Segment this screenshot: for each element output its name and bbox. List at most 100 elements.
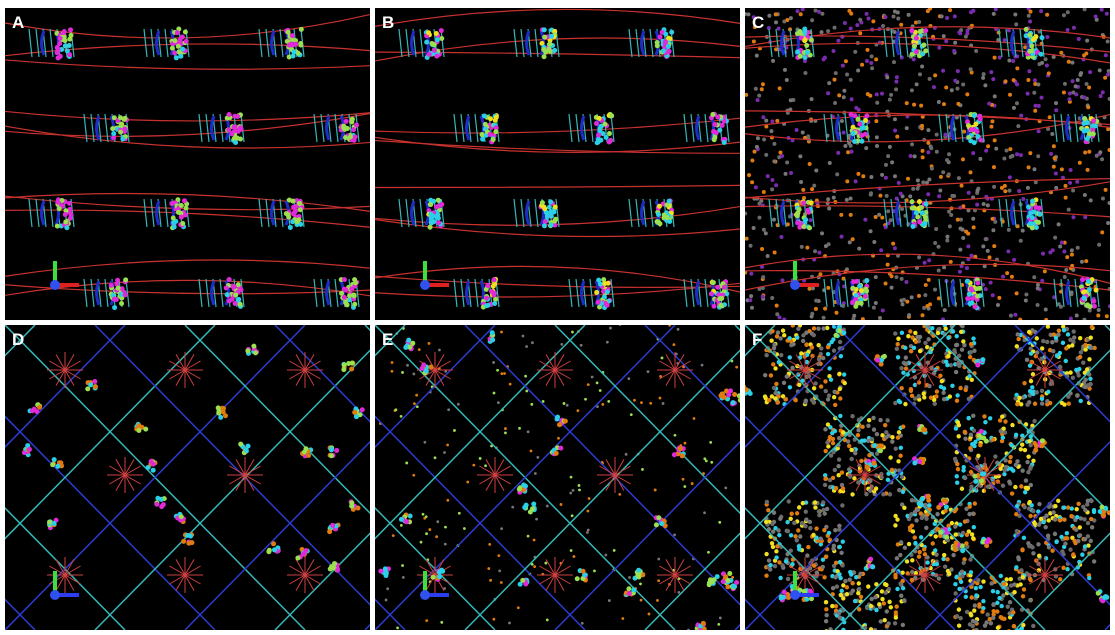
panel [375, 8, 740, 320]
particle [112, 297, 117, 302]
particle [552, 218, 557, 223]
solvent [1040, 279, 1044, 283]
solvent [925, 304, 929, 308]
particle [931, 541, 935, 545]
solvent [1019, 153, 1023, 157]
particle [976, 578, 980, 582]
particle [1062, 328, 1066, 332]
particle [837, 328, 842, 333]
solvent [764, 119, 768, 123]
solvent [814, 168, 818, 172]
particle [829, 377, 833, 381]
particle [741, 384, 746, 389]
particle [963, 430, 967, 434]
particle [596, 132, 601, 137]
particle [350, 117, 355, 122]
particle [931, 572, 935, 576]
particle [837, 372, 841, 376]
particle [725, 578, 730, 583]
solvent [861, 174, 865, 178]
particle [1036, 542, 1040, 546]
particle [789, 517, 793, 521]
particle [769, 338, 773, 342]
particle [437, 574, 442, 579]
particle [654, 522, 659, 527]
solvent [817, 251, 821, 255]
particle [413, 402, 416, 405]
solvent [1008, 175, 1012, 179]
particle [934, 394, 938, 398]
particle [786, 529, 790, 533]
solvent [764, 153, 768, 157]
particle [855, 117, 860, 122]
solvent [785, 161, 789, 165]
particle [678, 446, 683, 451]
solvent [1054, 108, 1058, 112]
solvent [1068, 91, 1072, 95]
particle [570, 549, 573, 552]
particle [1027, 330, 1031, 334]
solvent [1070, 248, 1074, 252]
particle [824, 629, 828, 633]
particle [547, 42, 552, 47]
particle [188, 534, 193, 539]
solvent [1029, 10, 1033, 14]
solvent [799, 12, 803, 16]
solvent [1105, 12, 1109, 16]
particle [557, 437, 560, 440]
particle [182, 198, 187, 203]
particle [403, 345, 408, 350]
particle [498, 569, 501, 572]
particle [233, 128, 238, 133]
solvent [993, 138, 997, 142]
solvent [907, 313, 911, 317]
particle [838, 387, 842, 391]
solvent [884, 176, 888, 180]
particle [674, 434, 677, 437]
particle [850, 492, 854, 496]
particle [1019, 484, 1023, 488]
particle [641, 468, 644, 471]
particle [801, 501, 805, 505]
particle [942, 553, 946, 557]
particle [899, 366, 903, 370]
particle [294, 219, 299, 224]
particle [903, 402, 907, 406]
solvent [875, 101, 879, 105]
particle [812, 386, 816, 390]
particle [436, 204, 441, 209]
solvent [942, 102, 946, 106]
solvent [1064, 196, 1068, 200]
solvent [837, 93, 841, 97]
solvent [1016, 124, 1020, 128]
particle [833, 468, 837, 472]
solvent [948, 224, 952, 228]
particle [952, 348, 956, 352]
particle [1078, 355, 1082, 359]
particle [944, 505, 949, 510]
particle [446, 499, 449, 502]
particle [894, 615, 898, 619]
particle [812, 563, 816, 567]
solvent [773, 251, 777, 255]
particle [886, 621, 890, 625]
particle [151, 462, 156, 467]
particle [1061, 324, 1065, 328]
panel-label: F [752, 330, 762, 349]
particle [1034, 205, 1039, 210]
solvent [878, 316, 882, 320]
particle [703, 457, 706, 460]
solvent [909, 154, 913, 158]
solvent [858, 31, 862, 35]
particle [238, 442, 243, 447]
particle [843, 579, 847, 583]
solvent [826, 91, 830, 95]
particle [1000, 415, 1004, 419]
solvent [833, 26, 837, 30]
particle [65, 48, 70, 53]
particle [1031, 37, 1036, 42]
panel-label: A [12, 13, 24, 32]
particle [542, 35, 547, 40]
particle [910, 224, 915, 229]
panel [743, 6, 1112, 321]
